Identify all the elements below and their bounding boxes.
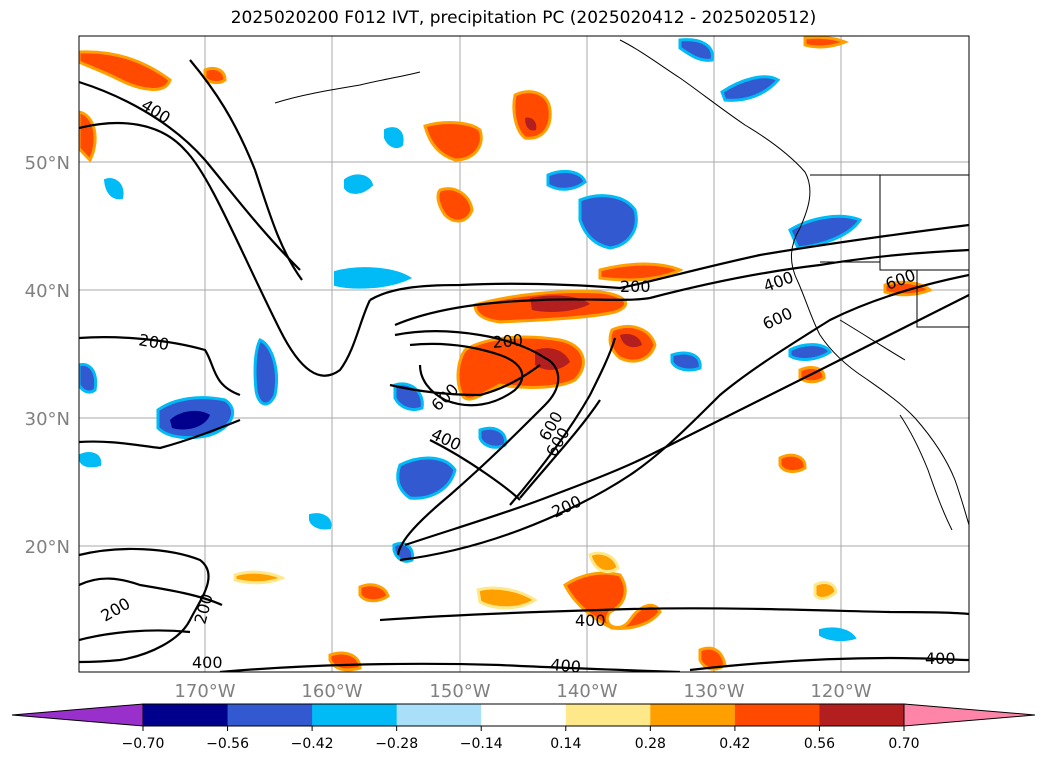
map-title: 2025020200 F012 IVT, precipitation PC (2… — [230, 8, 817, 28]
lon-label: 120°W — [810, 681, 871, 702]
lon-labels: 170°W 160°W 150°W 140°W 130°W 120°W — [174, 681, 871, 702]
lat-label: 30°N — [25, 409, 70, 430]
lat-labels: 50°N 40°N 30°N 20°N — [25, 153, 70, 558]
colorbar-tick-label: 0.70 — [888, 736, 919, 752]
ivt-label: 400 — [192, 653, 223, 672]
colorbar-tick-label: −0.14 — [460, 736, 503, 752]
lon-label: 160°W — [301, 681, 362, 702]
colorbar-segment — [481, 704, 567, 726]
colorbar-segment — [227, 704, 313, 726]
ivt-label: 200 — [620, 277, 651, 296]
colorbar-tick-label: −0.28 — [375, 736, 418, 752]
colorbar-tick-label: 0.28 — [635, 736, 666, 752]
colorbar-segment — [312, 704, 398, 726]
ivt-label: 400 — [925, 649, 956, 668]
lon-label: 130°W — [683, 681, 744, 702]
colorbar-frame — [142, 703, 905, 727]
colorbar-segment — [734, 704, 820, 726]
colorbar-extend-max — [903, 703, 1036, 727]
lat-label: 20°N — [25, 537, 70, 558]
colorbar-tick-label: 0.14 — [550, 736, 581, 752]
colorbar-tick-label: 0.56 — [804, 736, 835, 752]
coastline — [274, 39, 969, 531]
ivt-label: 400 — [550, 655, 582, 677]
lat-label: 40°N — [25, 281, 70, 302]
lat-label: 50°N — [25, 153, 70, 174]
colorbar-segment — [143, 704, 229, 726]
ivt-label: 400 — [575, 611, 606, 630]
precip-negative-anomalies — [79, 38, 863, 642]
colorbar-extend-min — [11, 703, 144, 727]
lon-label: 170°W — [174, 681, 235, 702]
ivt-contours — [79, 59, 969, 672]
colorbar-tick-label: −0.42 — [291, 736, 334, 752]
colorbar-segment — [650, 704, 736, 726]
ivt-label: 200 — [492, 330, 524, 352]
colorbar-tick-label: −0.70 — [122, 736, 165, 752]
lon-label: 140°W — [556, 681, 617, 702]
colorbar: −0.70 −0.56 −0.42 −0.28 −0.14 0.14 0.28 0.42 0.5… — [11, 703, 1036, 752]
colorbar-segment — [819, 704, 905, 726]
colorbar-tick-label: 0.42 — [719, 736, 750, 752]
colorbar-tick-label: −0.56 — [206, 736, 249, 752]
lon-label: 150°W — [429, 681, 490, 702]
colorbar-segment — [565, 704, 651, 726]
graticule — [79, 36, 969, 672]
colorbar-segment — [396, 704, 482, 726]
map-frame — [78, 35, 970, 673]
